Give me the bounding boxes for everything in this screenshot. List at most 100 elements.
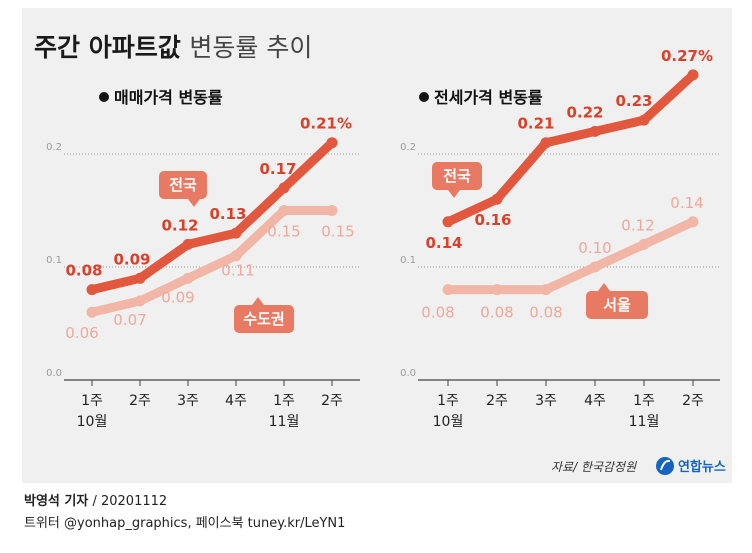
data-label: 0.07 bbox=[113, 311, 146, 329]
data-label: 0.10 bbox=[578, 239, 611, 257]
data-point bbox=[230, 227, 242, 239]
data-point bbox=[687, 216, 699, 228]
panel-title: 전세가격 변동률 bbox=[434, 88, 543, 107]
data-point bbox=[589, 125, 601, 137]
badge-box bbox=[234, 305, 294, 333]
data-label: 0.16 bbox=[474, 211, 511, 229]
data-label: 0.08 bbox=[480, 304, 513, 322]
x-tick-label: 4주 bbox=[225, 393, 247, 409]
badge-box bbox=[586, 291, 648, 319]
series-line-수도권 bbox=[87, 206, 337, 317]
badge-label: 서울 bbox=[603, 296, 631, 314]
bullet-icon bbox=[419, 92, 429, 102]
x-tick-label: 3주 bbox=[535, 393, 557, 409]
data-point bbox=[86, 306, 98, 318]
series-badge-서울: 서울 bbox=[586, 283, 648, 319]
series-line-서울 bbox=[443, 217, 698, 295]
data-label: 0.15 bbox=[321, 223, 354, 241]
data-point bbox=[134, 295, 146, 307]
data-point bbox=[589, 261, 601, 273]
data-label: 0.08 bbox=[421, 304, 454, 322]
y-tick-label: 0.0 bbox=[46, 368, 62, 379]
badge-label: 수도권 bbox=[243, 310, 284, 328]
data-label: 0.08 bbox=[529, 304, 562, 322]
data-label: 0.12 bbox=[621, 216, 654, 234]
y-tick-label: 0.2 bbox=[46, 142, 62, 153]
reporter-name: 박영석 기자 bbox=[24, 494, 89, 509]
credit-line-1: 박영석 기자 / 20201112 bbox=[24, 490, 167, 509]
badge-box bbox=[159, 171, 207, 199]
data-point bbox=[687, 69, 699, 81]
data-point bbox=[491, 284, 503, 296]
x-tick-label: 1주 bbox=[273, 393, 295, 409]
x-tick-label: 10월 bbox=[77, 414, 108, 430]
logo-icon bbox=[656, 457, 674, 475]
series-badge-수도권: 수도권 bbox=[234, 297, 294, 333]
x-tick-label: 11월 bbox=[269, 414, 300, 430]
data-point bbox=[540, 284, 552, 296]
data-point bbox=[134, 272, 146, 284]
x-tick-label: 1주 bbox=[81, 393, 103, 409]
x-tick-label: 2주 bbox=[682, 393, 704, 409]
data-label: 0.22 bbox=[566, 103, 603, 121]
y-tick-label: 0.0 bbox=[400, 368, 416, 379]
data-label: 0.15 bbox=[267, 223, 300, 241]
data-label: 0.14 bbox=[670, 194, 703, 212]
x-tick-label: 2주 bbox=[486, 393, 508, 409]
badge-tail bbox=[598, 283, 610, 291]
y-tick-label: 0.1 bbox=[46, 255, 62, 266]
x-tick-label: 1주 bbox=[437, 393, 459, 409]
x-tick-label: 2주 bbox=[321, 393, 343, 409]
panel-title: 매매가격 변동률 bbox=[114, 88, 223, 107]
data-label: 0.17 bbox=[259, 160, 296, 178]
chart-title-light: 변동률 추이 bbox=[189, 33, 312, 62]
data-point bbox=[326, 205, 338, 216]
logo-mark bbox=[660, 459, 671, 471]
data-label: 0.23 bbox=[615, 92, 652, 110]
source-note: 자료/ 한국감정원 bbox=[551, 460, 637, 474]
x-tick-label: 10월 bbox=[433, 414, 464, 430]
yonhap-logo: 연합뉴스 bbox=[656, 457, 726, 475]
chart-title-bold: 주간 아파트값 bbox=[34, 33, 189, 62]
data-label: 0.06 bbox=[65, 324, 98, 342]
data-point bbox=[442, 284, 454, 296]
data-label: 0.12 bbox=[161, 216, 198, 234]
data-label: 0.11 bbox=[221, 262, 254, 280]
data-label: 0.21% bbox=[300, 115, 352, 133]
data-point bbox=[442, 216, 454, 228]
data-point bbox=[491, 193, 503, 205]
logo-text: 연합뉴스 bbox=[678, 459, 726, 475]
x-tick-label: 11월 bbox=[629, 414, 660, 430]
data-point bbox=[638, 238, 650, 250]
bullet-icon bbox=[99, 92, 109, 102]
data-point bbox=[230, 250, 242, 262]
data-point bbox=[326, 137, 338, 149]
credit-date: / 20201112 bbox=[92, 494, 168, 509]
credit-social: 트위터 @yonhap_graphics, 페이스북 tuney.kr/LeYN… bbox=[24, 516, 346, 531]
series-badge-전국: 전국 bbox=[159, 171, 207, 207]
data-point bbox=[278, 205, 290, 216]
data-label: 0.09 bbox=[161, 288, 194, 306]
x-tick-label: 2주 bbox=[129, 393, 151, 409]
data-label: 0.08 bbox=[65, 262, 102, 280]
data-point bbox=[638, 114, 650, 126]
x-tick-label: 3주 bbox=[177, 393, 199, 409]
series-badge-전국: 전국 bbox=[432, 162, 482, 198]
badge-label: 전국 bbox=[443, 167, 471, 185]
badge-box bbox=[432, 162, 482, 190]
data-point bbox=[182, 272, 194, 284]
badge-tail bbox=[188, 199, 200, 207]
data-label: 0.27% bbox=[661, 47, 713, 65]
data-point bbox=[278, 182, 290, 194]
badge-tail bbox=[448, 190, 460, 198]
series-line-전국 bbox=[87, 138, 337, 295]
x-tick-label: 1주 bbox=[633, 393, 655, 409]
chart-title: 주간 아파트값 변동률 추이 bbox=[34, 33, 312, 62]
series-line-전국 bbox=[443, 70, 698, 227]
badge-label: 전국 bbox=[169, 176, 197, 194]
data-point bbox=[86, 284, 98, 296]
data-label: 0.14 bbox=[425, 234, 462, 252]
data-point bbox=[182, 238, 194, 250]
